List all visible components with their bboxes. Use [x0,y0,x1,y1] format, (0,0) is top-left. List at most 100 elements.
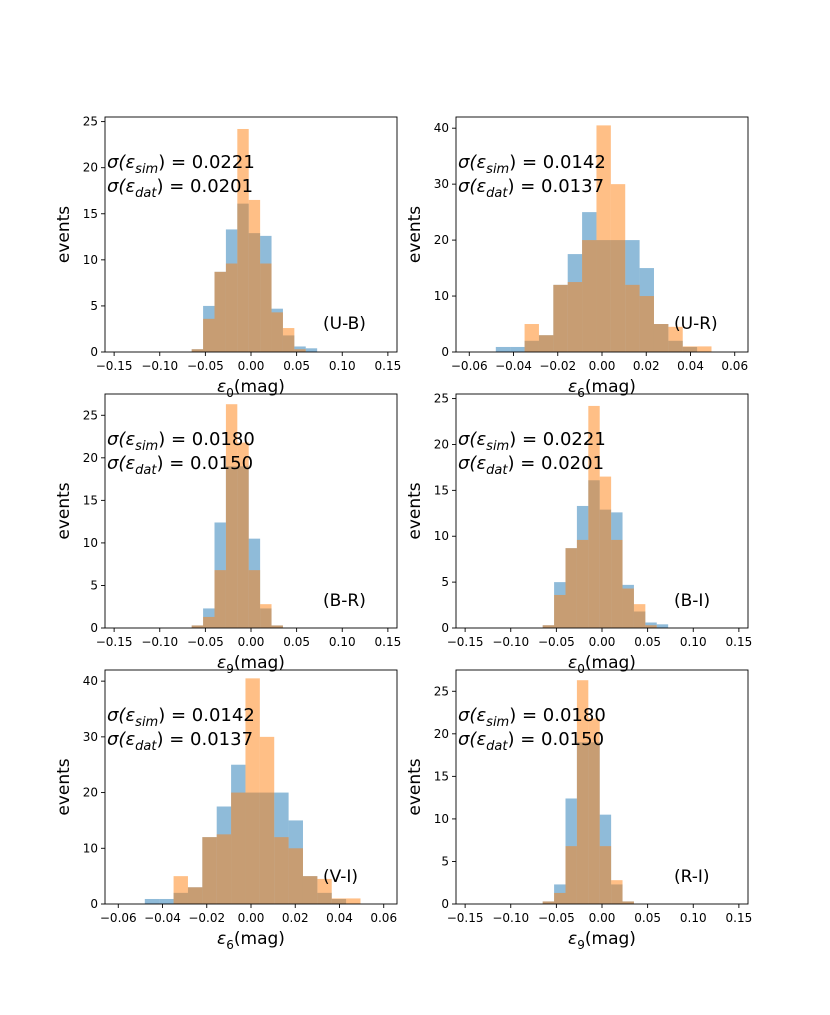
sigma-subscript: dat [486,739,508,754]
bar-dat-12 [346,898,361,904]
x-axis-label: ε6(mag) [568,377,636,400]
sigma-symbol: σ( [458,729,477,750]
epsilon-symbol: ε [125,705,135,726]
panel-label: (B-R) [323,591,366,611]
sigma-symbol: σ( [458,176,477,197]
x-tick-label: 0.10 [680,635,707,649]
bar-dat-5 [248,570,261,628]
y-tick-label: 10 [83,253,98,267]
epsilon-symbol: ε [476,729,486,750]
sigma-annotation-dat: σ(εdat) = 0.0137 [107,729,253,754]
sigma-symbol: σ( [458,429,477,450]
panel-3: −0.15 −0.10 −0.05 0.00 0.05 0.10 0.15 0 5 10 15 20 2… [405,392,752,676]
y-tick-label: 20 [83,786,98,800]
x-axis-unit: (mag) [234,377,285,397]
y-tick-label: 15 [83,207,98,221]
epsilon-symbol: ε [125,729,135,750]
sigma-annotation-sim: σ(εsim) = 0.0180 [107,429,255,454]
x-tick-label: 0.15 [726,911,753,925]
y-tick-label: 5 [90,299,98,313]
bar-dat-10 [317,878,332,904]
bar-dat-4 [582,240,597,352]
x-tick-label: −0.10 [141,635,178,649]
x-tick-label: 0.06 [721,359,748,373]
x-tick-label: 0.00 [238,635,265,649]
bar-dat-3 [225,263,238,352]
y-tick-label: 0 [441,345,449,359]
panel-label: (R-I) [674,867,710,887]
sigma-symbol: σ( [107,429,126,450]
bar-dat-3 [567,282,583,352]
x-tick-label: 0.15 [375,635,402,649]
bar-dat-9 [302,876,318,904]
x-tick-label: 0.02 [282,911,309,925]
bar-dat-4 [237,128,249,352]
epsilon-symbol: ε [476,453,486,474]
sigma-value: ) = 0.0150 [157,453,254,474]
y-tick-label: 30 [434,177,449,191]
x-tick-label: −0.10 [492,635,529,649]
x-tick-label: 0.00 [589,635,616,649]
sigma-symbol: σ( [107,729,126,750]
y-tick-label: 10 [434,812,449,826]
bar-dat-0 [524,324,539,352]
x-axis-label: ε9(mag) [568,929,636,952]
x-tick-label: −0.05 [538,635,575,649]
sigma-value: ) = 0.0221 [509,429,606,450]
sigma-annotation-dat: σ(εdat) = 0.0201 [458,453,604,478]
x-tick-label: −0.10 [141,359,178,373]
x-tick-label: −0.02 [539,359,576,373]
y-tick-label: 20 [434,437,449,451]
x-axis-subscript: 0 [577,662,585,676]
bar-dat-4 [231,792,246,904]
bar-dat-3 [576,680,589,904]
panel-0: −0.15 −0.10 −0.05 0.00 0.05 0.10 0.15 0 5 10 15 20 2… [54,115,401,400]
sigma-symbol: σ( [107,705,126,726]
bar-dat-7 [625,284,640,352]
bar-dat-7 [622,588,634,628]
x-tick-label: −0.15 [447,635,484,649]
bar-sim-0 [495,346,511,352]
x-axis-subscript: 9 [226,662,234,676]
bar-dat-4 [588,405,600,628]
epsilon-symbol: ε [125,176,135,197]
bar-dat-2 [214,570,226,628]
x-axis-symbol: ε [217,929,226,949]
bar-dat-2 [202,837,217,904]
bar-dat-2 [565,846,577,904]
x-tick-label: 0.05 [283,635,310,649]
bar-dat-8 [633,604,646,628]
y-tick-label: 25 [83,408,98,422]
bar-dat-10 [668,326,683,352]
epsilon-symbol: ε [476,176,486,197]
y-tick-label: 0 [441,621,449,635]
x-tick-label: −0.15 [96,359,133,373]
y-tick-label: 40 [83,674,98,688]
epsilon-symbol: ε [476,429,486,450]
y-tick-label: 10 [83,841,98,855]
bar-dat-0 [542,901,555,904]
bar-dat-4 [588,718,600,904]
sigma-symbol: σ( [107,453,126,474]
y-tick-label: 0 [441,897,449,911]
y-tick-label: 0 [90,345,98,359]
sigma-subscript: dat [486,463,508,478]
y-tick-label: 10 [83,536,98,550]
bar-dat-5 [596,125,611,353]
sigma-subscript: dat [486,186,508,201]
x-axis-symbol: ε [568,929,577,949]
y-tick-label: 25 [434,392,449,406]
sigma-annotation-sim: σ(εsim) = 0.0221 [458,429,606,454]
bar-sim-10 [305,348,318,352]
panel-1: −0.06 −0.04 −0.02 0.00 0.02 0.04 0.06 0 10 20 30 40… [405,116,749,400]
x-tick-label: −0.02 [188,911,225,925]
x-tick-label: −0.05 [187,635,224,649]
x-axis-unit: (mag) [585,377,636,397]
x-tick-label: 0.10 [329,359,356,373]
bar-dat-1 [554,594,566,628]
x-tick-label: −0.04 [144,911,181,925]
bar-dat-1 [538,335,554,352]
y-tick-label: 5 [441,575,449,589]
bar-dat-7 [274,837,289,904]
bar-dat-8 [639,296,654,352]
